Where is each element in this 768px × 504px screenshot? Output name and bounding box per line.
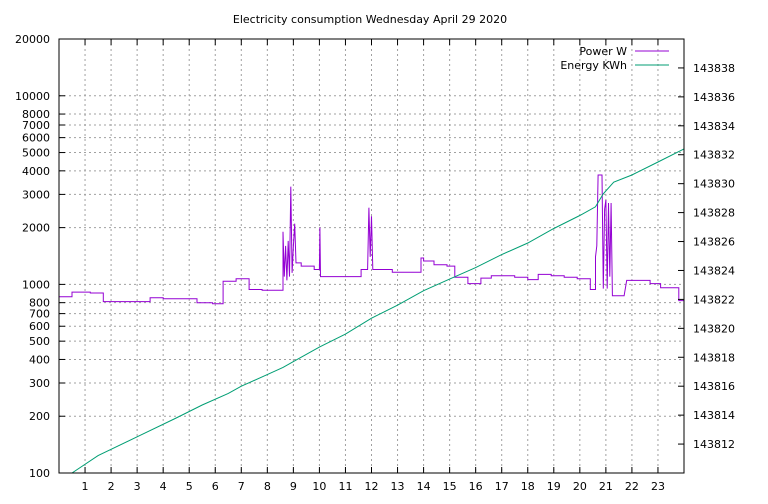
- y-left-tick-label: 1000: [22, 278, 50, 291]
- y-left-tick-label: 500: [29, 335, 50, 348]
- y-left-tick-label: 2000: [22, 222, 50, 235]
- y-left-tick-label: 4000: [22, 165, 50, 178]
- x-tick-label: 10: [312, 480, 326, 493]
- y-left-tick-label: 300: [29, 377, 50, 390]
- y-left-tick-label: 7000: [22, 119, 50, 132]
- x-tick-label: 15: [443, 480, 457, 493]
- x-tick-label: 12: [365, 480, 379, 493]
- x-tick-label: 23: [651, 480, 665, 493]
- x-tick-label: 3: [134, 480, 141, 493]
- chart-title: Electricity consumption Wednesday April …: [233, 13, 507, 26]
- y-right-tick-label: 143836: [693, 91, 735, 104]
- y-right-tick-label: 143824: [693, 264, 735, 277]
- x-tick-label: 18: [521, 480, 535, 493]
- x-tick-label: 2: [108, 480, 115, 493]
- y-right-tick-label: 143838: [693, 62, 735, 75]
- x-tick-label: 14: [417, 480, 431, 493]
- y-left-tick-label: 6000: [22, 132, 50, 145]
- grid: [59, 38, 684, 474]
- x-tick-label: 19: [547, 480, 561, 493]
- x-tick-label: 9: [290, 480, 297, 493]
- y-left-tick-label: 800: [29, 297, 50, 310]
- x-tick-label: 16: [469, 480, 483, 493]
- y-right-tick-label: 143816: [693, 380, 735, 393]
- y-left-tick-label: 200: [29, 410, 50, 423]
- y-left-tick-label: 3000: [22, 188, 50, 201]
- y-left-tick-label: 10000: [15, 90, 50, 103]
- y-right-tick-label: 143832: [693, 149, 735, 162]
- y-left-tick-label: 20000: [15, 33, 50, 46]
- y-left-tick-label: 100: [29, 467, 50, 480]
- x-tick-label: 6: [212, 480, 219, 493]
- series-line-energy-kwh: [71, 148, 685, 474]
- x-tick-label: 11: [338, 480, 352, 493]
- y-left-tick-label: 400: [29, 353, 50, 366]
- y-right-tick-label: 143820: [693, 322, 735, 335]
- series-line-power-w: [59, 174, 684, 305]
- y-left-tick-label: 600: [29, 320, 50, 333]
- y-right-tick-label: 143834: [693, 120, 735, 133]
- y-right-tick-label: 143818: [693, 351, 735, 364]
- y-right-tick-label: 143828: [693, 207, 735, 220]
- x-tick-label: 20: [573, 480, 587, 493]
- x-tick-label: 13: [391, 480, 405, 493]
- legend-label: Energy KWh: [560, 59, 627, 72]
- x-tick-label: 1: [82, 480, 89, 493]
- x-tick-label: 4: [160, 480, 167, 493]
- y-right-tick-label: 143814: [693, 409, 735, 422]
- x-tick-label: 8: [264, 480, 271, 493]
- y-right-tick-label: 143822: [693, 293, 735, 306]
- series-layer: [59, 148, 685, 474]
- x-tick-label: 5: [186, 480, 193, 493]
- x-tick-label: 22: [625, 480, 639, 493]
- axis-ticks: 1 2 3 4 5 6 7 8 9 10 11 12 13 14 15 16 17 18 19 20 21 22 23100…: [15, 33, 735, 493]
- y-right-tick-label: 143830: [693, 178, 735, 191]
- y-right-tick-label: 143826: [693, 236, 735, 249]
- x-tick-label: 17: [495, 480, 509, 493]
- y-left-tick-label: 8000: [22, 108, 50, 121]
- x-tick-label: 21: [599, 480, 613, 493]
- y-left-tick-label: 5000: [22, 147, 50, 160]
- legend-label: Power W: [579, 45, 627, 58]
- y-right-tick-label: 143812: [693, 438, 735, 451]
- y-left-tick-label: 700: [29, 308, 50, 321]
- x-tick-label: 7: [238, 480, 245, 493]
